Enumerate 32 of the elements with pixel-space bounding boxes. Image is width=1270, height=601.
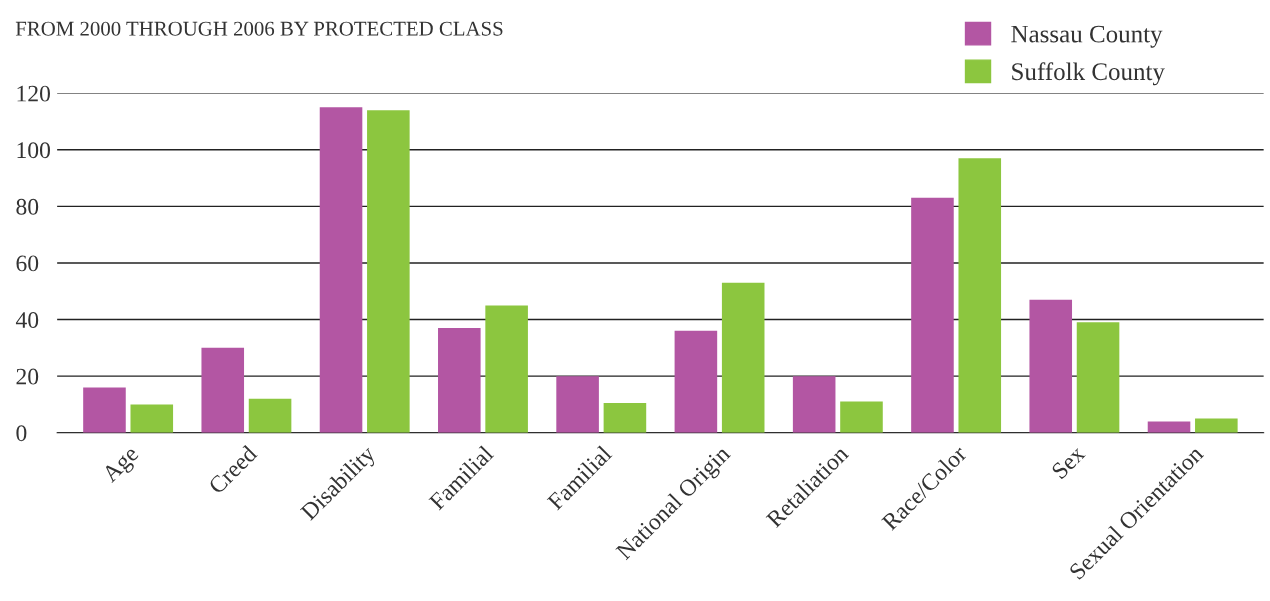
x-tick-label: Age [100, 444, 143, 487]
legend-label: Nassau County [1011, 25, 1163, 48]
y-tick-label: 0 [16, 425, 27, 442]
bar [485, 305, 528, 433]
bar [1195, 418, 1238, 433]
bar [1029, 299, 1073, 433]
x-tick-label: Sex [1051, 444, 1086, 480]
bar [319, 107, 363, 433]
y-tick-label: 20 [16, 368, 39, 385]
bar [1076, 322, 1120, 433]
bar [958, 158, 1002, 433]
y-tick-label: 120 [17, 85, 50, 102]
bar [556, 376, 599, 433]
bar [603, 403, 647, 433]
bar [1147, 421, 1191, 433]
legend-label: Suffolk County [1012, 62, 1165, 86]
chart-title: FROM 2000 THROUGH 2006 BY PROTECTED CLASS [15, 21, 503, 36]
bar [438, 328, 481, 433]
bar [130, 404, 174, 433]
bar [792, 376, 836, 433]
bar [911, 197, 954, 433]
bar [674, 330, 718, 433]
bar [721, 282, 765, 433]
bar [367, 110, 410, 433]
y-tick-label: 40 [15, 312, 39, 328]
bar [248, 398, 292, 433]
bar [83, 387, 126, 433]
bar [201, 347, 245, 433]
y-tick-label: 80 [16, 198, 39, 215]
bar [840, 401, 883, 433]
y-tick-label: 100 [17, 142, 50, 159]
y-tick-label: 60 [16, 255, 39, 272]
